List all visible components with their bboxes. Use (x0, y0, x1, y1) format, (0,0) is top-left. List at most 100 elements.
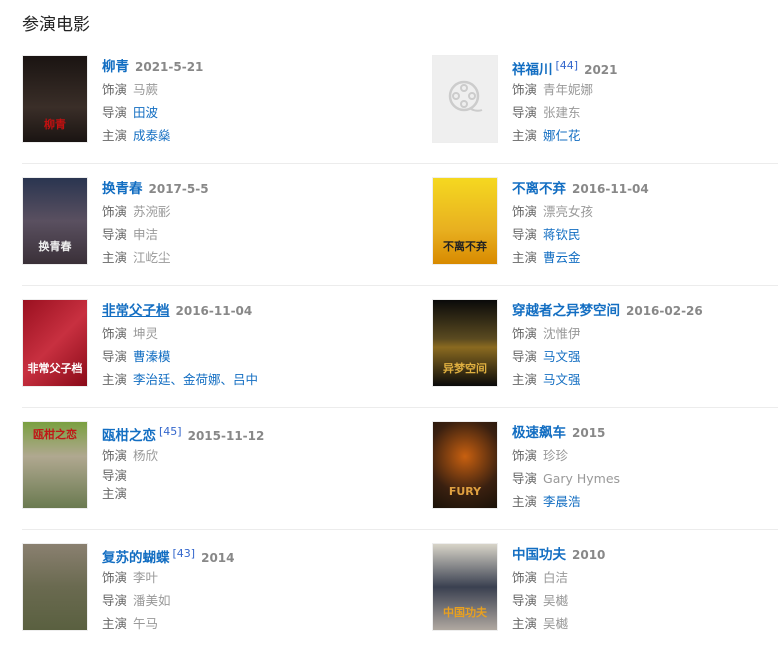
role-line: 饰演 白洁 (512, 566, 605, 589)
role-value: 苏涴彨 (133, 204, 171, 219)
director-value[interactable]: 田波 (133, 105, 159, 120)
movie-info: 不离不弃 2016-11-04 饰演 漂亮女孩 导演 蒋钦民 主演 曹云金 (512, 177, 649, 285)
movie-row: 换青春 换青春 2017-5-5 饰演 苏涴彨 导演 申洁 主演 江屹尘 不离不弃 不离不弃 2016… (22, 177, 778, 286)
lead-label: 主演 (102, 128, 128, 143)
role-line: 饰演 珍珍 (512, 444, 620, 467)
movie-release-date: 2014 (201, 551, 235, 565)
movie-title-line: 中国功夫 2010 (512, 543, 605, 566)
director-line: 导演 曹溱模 (102, 345, 258, 368)
role-label: 饰演 (102, 448, 128, 463)
movie-item: FURY 极速飙车 2015 饰演 珍珍导演 Gary Hymes 主演 李晨浩 (432, 421, 778, 529)
movie-title-link[interactable]: 穿越者之异梦空间 (512, 303, 620, 319)
director-line: 导演 张建东 (512, 101, 618, 124)
lead-label: 主演 (102, 372, 128, 387)
role-value: 杨欣 (133, 448, 159, 463)
lead-label: 主演 (102, 250, 128, 265)
movie-poster[interactable] (432, 55, 498, 143)
role-line: 饰演 马蕨 (102, 78, 203, 101)
movie-item: 不离不弃 不离不弃 2016-11-04 饰演 漂亮女孩 导演 蒋钦民 主演 曹云金 (432, 177, 778, 285)
lead-line: 主演 曹云金 (512, 246, 649, 269)
lead-line: 主演 成泰燊 (102, 124, 203, 147)
lead-label: 主演 (512, 372, 538, 387)
lead-line: 主演 (102, 485, 264, 503)
movie-row: 瓯柑之恋 瓯柑之恋 [45] 2015-11-12 饰演 杨欣 导演 主演 FURY 极速飙车 20… (22, 421, 778, 530)
lead-value[interactable]: 马文强 (543, 372, 581, 387)
poster-title-art: 瓯柑之恋 (33, 428, 77, 441)
movie-release-date: 2016-02-26 (626, 304, 703, 318)
lead-value: 午马 (133, 616, 159, 631)
filmography-list: 柳青 柳青 2021-5-21 饰演 马蕨 导演 田波 主演 成泰燊 祥福川 [44] 2021 饰演青… (22, 55, 778, 664)
lead-label: 主演 (512, 494, 538, 509)
role-line: 饰演 杨欣 (102, 444, 264, 467)
movie-poster[interactable]: 异梦空间 (432, 299, 498, 387)
movie-title-link[interactable]: 瓯柑之恋 (102, 428, 156, 444)
movie-poster[interactable]: 不离不弃 (432, 177, 498, 265)
movie-title-line: 复苏的蝴蝶 [43] 2014 (102, 543, 235, 566)
poster-title-art: 换青春 (38, 240, 72, 253)
role-label: 饰演 (512, 448, 538, 463)
movie-item: 复苏的蝴蝶 [43] 2014 饰演 李叶 导演 潘美如 主演 午马 (22, 543, 432, 651)
movie-title-link[interactable]: 换青春 (102, 181, 143, 197)
lead-value[interactable]: 成泰燊 (133, 128, 171, 143)
director-value[interactable]: 马文强 (543, 349, 581, 364)
movie-poster[interactable]: 中国功夫 (432, 543, 498, 631)
role-line: 饰演 漂亮女孩 (512, 200, 649, 223)
director-label: 导演 (102, 227, 128, 242)
role-line: 饰演 苏涴彨 (102, 200, 209, 223)
citation-ref-link[interactable]: [44] (555, 59, 579, 72)
lead-value[interactable]: 娜仁花 (543, 128, 581, 143)
role-value: 沈惟伊 (543, 326, 581, 341)
lead-line: 主演 午马 (102, 612, 235, 635)
director-label: 导演 (512, 471, 538, 486)
movie-title-line: 非常父子档 2016-11-04 (102, 299, 258, 322)
movie-poster[interactable]: 换青春 (22, 177, 88, 265)
movie-title-link[interactable]: 祥福川 (512, 62, 553, 78)
movie-row: 非常父子档 非常父子档 2016-11-04 饰演 坤灵 导演 曹溱模 主演 李治廷、金荷娜、吕… (22, 299, 778, 408)
director-line: 导演 (102, 467, 264, 485)
movie-title-link[interactable]: 非常父子档 (102, 303, 170, 319)
role-label: 饰演 (102, 326, 128, 341)
director-line: 导演 申洁 (102, 223, 209, 246)
movie-title-link[interactable]: 极速飙车 (512, 425, 566, 441)
lead-value[interactable]: 曹云金 (543, 250, 581, 265)
citation-ref-link[interactable]: [45] (159, 425, 182, 438)
movie-poster[interactable]: 非常父子档 (22, 299, 88, 387)
movie-row: 柳青 柳青 2021-5-21 饰演 马蕨 导演 田波 主演 成泰燊 祥福川 [44] 2021 饰演青… (22, 55, 778, 164)
director-value[interactable]: 曹溱模 (133, 349, 171, 364)
director-line: 导演 潘美如 (102, 589, 235, 612)
poster-title-art: 中国功夫 (443, 606, 487, 619)
lead-value[interactable]: 李治廷、金荷娜、吕中 (133, 372, 259, 387)
movie-title-line: 柳青 2021-5-21 (102, 55, 203, 78)
movie-item: 异梦空间 穿越者之异梦空间 2016-02-26 饰演 沈惟伊 导演 马文强 主演 马文强 (432, 299, 778, 407)
director-value: Gary Hymes (543, 471, 621, 486)
director-value: 潘美如 (133, 593, 171, 608)
role-line: 饰演 沈惟伊 (512, 322, 703, 345)
movie-title-link[interactable]: 不离不弃 (512, 181, 566, 197)
movie-title-line: 瓯柑之恋 [45] 2015-11-12 (102, 421, 264, 444)
lead-label: 主演 (102, 486, 128, 501)
movie-release-date: 2010 (572, 548, 606, 562)
movie-title-link[interactable]: 中国功夫 (512, 547, 566, 563)
movie-poster[interactable] (22, 543, 88, 631)
citation-ref-link[interactable]: [43] (172, 547, 196, 560)
lead-value[interactable]: 李晨浩 (543, 494, 581, 509)
role-value: 漂亮女孩 (543, 204, 594, 219)
movie-title-line: 极速飙车 2015 (512, 421, 620, 444)
director-line: 导演 蒋钦民 (512, 223, 649, 246)
movie-poster[interactable]: 柳青 (22, 55, 88, 143)
movie-release-date: 2015-11-12 (187, 429, 265, 443)
movie-poster[interactable]: 瓯柑之恋 (22, 421, 88, 509)
movie-title-link[interactable]: 柳青 (102, 59, 129, 75)
movie-info: 瓯柑之恋 [45] 2015-11-12 饰演 杨欣 导演 主演 (102, 421, 264, 529)
movie-poster[interactable]: FURY (432, 421, 498, 509)
role-line: 饰演 青年妮娜 (512, 78, 618, 101)
movie-info: 祥福川 [44] 2021 饰演 青年妮娜 导演 张建东 主演 娜仁花 (512, 55, 618, 163)
poster-title-art: 异梦空间 (443, 362, 487, 375)
lead-value: 吴樾 (543, 616, 569, 631)
director-value[interactable]: 蒋钦民 (543, 227, 581, 242)
director-line: 导演 Gary Hymes (512, 467, 620, 490)
movie-title-link[interactable]: 复苏的蝴蝶 (102, 550, 170, 566)
lead-label: 主演 (512, 128, 538, 143)
movie-item: 祥福川 [44] 2021 饰演 青年妮娜 导演 张建东 主演 娜仁花 (432, 55, 778, 163)
lead-line: 主演 李治廷、金荷娜、吕中 (102, 368, 258, 391)
